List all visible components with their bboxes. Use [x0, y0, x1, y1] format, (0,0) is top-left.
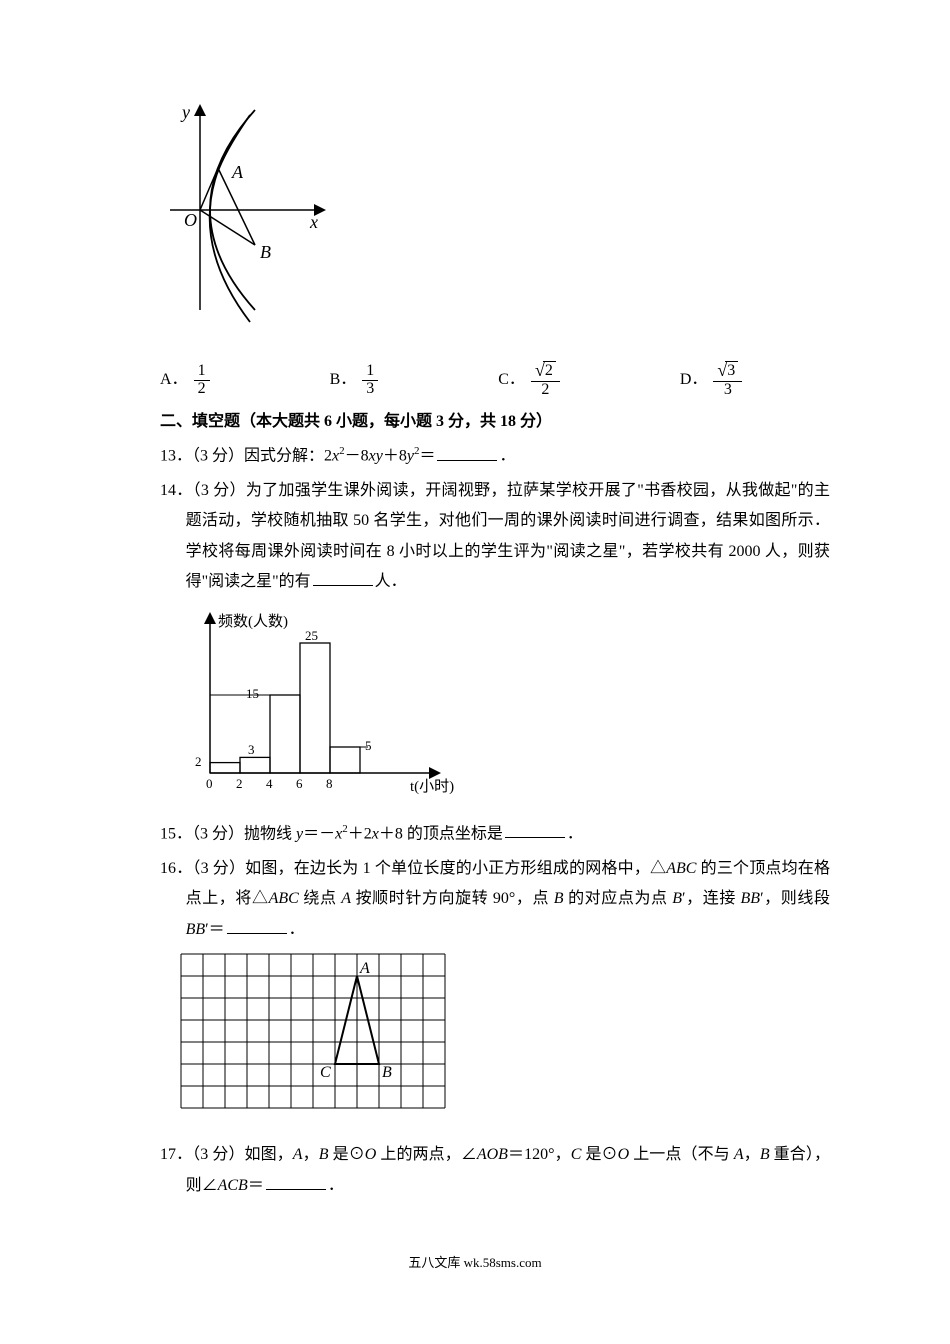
hist-bar5-label: 5: [365, 738, 372, 753]
grid-a-label: A: [359, 960, 370, 977]
q13-period: ．: [499, 448, 515, 465]
hist-bar1-label: 2: [195, 754, 202, 769]
axis-y-label: y: [180, 102, 190, 122]
q12-parabola-graph: A B y x O: [160, 100, 830, 341]
point-b-label: B: [260, 242, 271, 262]
hist-bar2-label: 3: [248, 742, 255, 757]
grid-c-label: C: [320, 1064, 331, 1081]
q14-blank: [313, 569, 373, 586]
q15-x2: x: [372, 825, 379, 842]
q14-histogram: 频数(人数) t(小时) 2 3 15 25 5: [180, 608, 830, 809]
q13-mid2: ＋8: [383, 448, 407, 465]
hist-xt4: 8: [326, 776, 333, 791]
option-a: A． 1 2: [160, 363, 210, 398]
option-d-den: 3: [713, 382, 742, 399]
hist-xt1: 2: [236, 776, 243, 791]
q16-period: ．: [289, 921, 305, 938]
option-a-letter: A．: [160, 365, 188, 395]
q15-mid2: ＋2: [348, 825, 372, 842]
q16-blank: [227, 917, 287, 934]
grid-b-label: B: [382, 1064, 392, 1081]
q13-blank: [437, 444, 497, 461]
question-14: 14．（3 分）为了加强学生课外阅读，开阔视野，拉萨某学校开展了"书香校园，从我…: [160, 476, 830, 598]
q14-suffix: 人．: [375, 573, 407, 590]
q13-mid1: －8: [345, 448, 369, 465]
axis-x-label: x: [309, 212, 318, 232]
option-b-den: 3: [362, 381, 378, 398]
option-c-num: 2: [543, 361, 556, 380]
hist-xlabel: t(小时): [410, 778, 454, 795]
option-d: D． √3 3: [680, 361, 742, 399]
option-b-letter: B．: [330, 365, 357, 395]
option-b-num: 1: [362, 363, 378, 381]
option-c: C． √2 2: [498, 361, 560, 399]
q15-mid: ＝－: [303, 825, 335, 842]
q14-text: 14．（3 分）为了加强学生课外阅读，开阔视野，拉萨某学校开展了"书香校园，从我…: [160, 482, 830, 590]
q17-text: 17．（3 分）如图，A，B 是⊙O 上的两点，∠AOB＝120°，C 是⊙O …: [160, 1146, 830, 1193]
page-footer: 五八文库 wk.58sms.com: [0, 1251, 950, 1276]
option-a-den: 2: [194, 381, 210, 398]
point-a-label: A: [231, 162, 244, 182]
origin-label: O: [184, 210, 197, 230]
q13-suffix: ＝: [419, 448, 435, 465]
question-16: 16．（3 分）如图，在边长为 1 个单位长度的小正方形组成的网格中，△ABC …: [160, 854, 830, 945]
q15-mid3: ＋8 的顶点坐标是: [379, 825, 503, 842]
option-d-letter: D．: [680, 365, 708, 395]
q13-y: y: [407, 448, 414, 465]
hist-xt3: 6: [296, 776, 303, 791]
question-13: 13．（3 分）因式分解：2x2－8xy＋8y2＝．: [160, 441, 830, 472]
hist-bar4-label: 25: [305, 628, 318, 643]
option-c-letter: C．: [498, 365, 525, 395]
option-d-num: 3: [725, 361, 738, 380]
hist-xt2: 4: [266, 776, 273, 791]
q13-prefix: 13．（3 分）因式分解：2: [160, 448, 332, 465]
option-a-num: 1: [194, 363, 210, 381]
question-15: 15．（3 分）抛物线 y＝－x2＋2x＋8 的顶点坐标是．: [160, 819, 830, 850]
section-2-title: 二、填空题（本大题共 6 小题，每小题 3 分，共 18 分）: [160, 407, 830, 437]
q16-grid-figure: A B C: [180, 953, 830, 1120]
hist-ylabel: 频数(人数): [218, 613, 288, 630]
q15-period: ．: [567, 825, 583, 842]
option-b: B． 1 3: [330, 363, 379, 398]
option-c-den: 2: [531, 382, 560, 399]
q15-prefix: 15．（3 分）抛物线: [160, 825, 296, 842]
hist-bar3-label: 15: [246, 686, 259, 701]
q13-xy: xy: [369, 448, 383, 465]
q12-options: A． 1 2 B． 1 3 C． √2 2: [160, 361, 830, 399]
question-17: 17．（3 分）如图，A，B 是⊙O 上的两点，∠AOB＝120°，C 是⊙O …: [160, 1140, 830, 1201]
hist-xt0: 0: [206, 776, 213, 791]
q17-period: ．: [328, 1177, 344, 1194]
q15-blank: [505, 821, 565, 838]
q17-blank: [266, 1173, 326, 1190]
